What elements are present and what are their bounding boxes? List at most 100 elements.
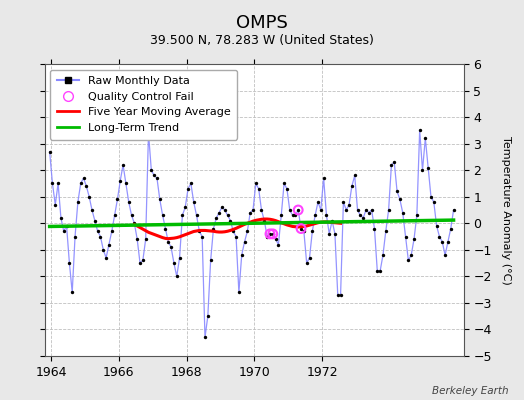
Point	[263, 233, 271, 240]
Legend: Raw Monthly Data, Quality Control Fail, Five Year Moving Average, Long-Term Tren: Raw Monthly Data, Quality Control Fail, …	[50, 70, 237, 140]
Point	[172, 273, 181, 280]
Point	[438, 239, 446, 245]
Point	[111, 212, 119, 218]
Point	[96, 233, 105, 240]
Point	[156, 196, 164, 202]
Point	[316, 207, 325, 213]
Point	[46, 148, 54, 155]
Point	[229, 228, 237, 234]
Point	[141, 236, 150, 242]
Point	[376, 268, 384, 274]
Point	[399, 210, 407, 216]
Point	[274, 241, 282, 248]
Point	[178, 212, 187, 218]
Text: OMPS: OMPS	[236, 14, 288, 32]
Point	[373, 268, 381, 274]
Point	[283, 186, 291, 192]
Point	[325, 231, 333, 237]
Point	[351, 172, 359, 179]
Point	[305, 254, 314, 261]
Text: Berkeley Earth: Berkeley Earth	[432, 386, 508, 396]
Point	[150, 172, 158, 179]
Point	[218, 204, 226, 210]
Point	[122, 180, 130, 187]
Point	[407, 252, 416, 258]
Point	[232, 233, 240, 240]
Point	[441, 252, 449, 258]
Point	[432, 223, 441, 229]
Point	[88, 207, 96, 213]
Point	[385, 207, 393, 213]
Point	[201, 334, 209, 341]
Point	[348, 183, 356, 189]
Point	[192, 212, 201, 218]
Point	[176, 254, 184, 261]
Point	[269, 231, 277, 237]
Point	[311, 212, 319, 218]
Point	[237, 252, 246, 258]
Point	[424, 164, 432, 171]
Point	[446, 225, 455, 232]
Point	[105, 241, 113, 248]
Point	[320, 175, 328, 181]
Point	[226, 218, 235, 224]
Point	[85, 194, 93, 200]
Point	[215, 210, 223, 216]
Point	[418, 167, 427, 173]
Point	[401, 233, 410, 240]
Point	[252, 180, 260, 187]
Point	[184, 186, 192, 192]
Point	[266, 231, 274, 237]
Point	[164, 239, 172, 245]
Point	[113, 196, 122, 202]
Point	[221, 207, 229, 213]
Point	[345, 202, 353, 208]
Point	[336, 292, 345, 298]
Point	[322, 212, 331, 218]
Point	[294, 207, 302, 213]
Point	[393, 188, 401, 195]
Point	[99, 247, 107, 253]
Point	[435, 233, 444, 240]
Point	[269, 231, 277, 237]
Point	[74, 199, 82, 205]
Point	[62, 223, 71, 229]
Point	[198, 233, 206, 240]
Point	[297, 225, 305, 232]
Point	[71, 233, 79, 240]
Point	[167, 244, 176, 250]
Point	[107, 228, 116, 234]
Point	[187, 180, 195, 187]
Point	[57, 215, 65, 221]
Point	[286, 207, 294, 213]
Point	[223, 212, 232, 218]
Point	[308, 228, 316, 234]
Point	[328, 218, 336, 224]
Point	[421, 135, 430, 142]
Point	[416, 127, 424, 134]
Point	[249, 207, 257, 213]
Point	[314, 199, 322, 205]
Point	[255, 186, 263, 192]
Point	[79, 175, 88, 181]
Point	[410, 236, 418, 242]
Point	[370, 225, 379, 232]
Point	[93, 228, 102, 234]
Point	[342, 207, 351, 213]
Point	[413, 212, 421, 218]
Point	[367, 207, 376, 213]
Point	[119, 162, 127, 168]
Point	[291, 212, 300, 218]
Point	[362, 207, 370, 213]
Point	[359, 215, 367, 221]
Point	[206, 257, 215, 264]
Point	[444, 239, 452, 245]
Point	[170, 260, 178, 266]
Point	[54, 180, 62, 187]
Point	[130, 220, 138, 226]
Point	[381, 228, 390, 234]
Point	[133, 236, 141, 242]
Point	[161, 225, 170, 232]
Point	[235, 289, 243, 296]
Y-axis label: Temperature Anomaly (°C): Temperature Anomaly (°C)	[501, 136, 511, 284]
